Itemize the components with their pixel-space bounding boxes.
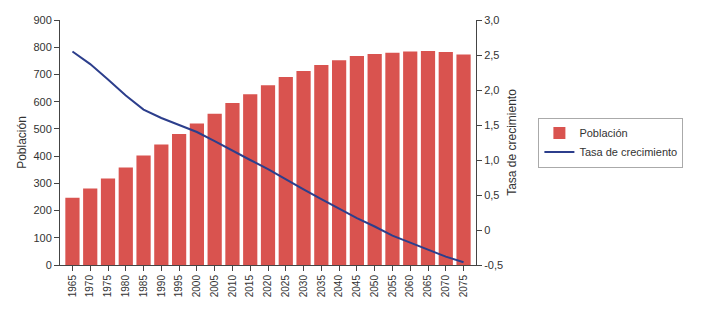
svg-text:2040: 2040 <box>333 275 344 298</box>
svg-text:500: 500 <box>33 123 51 135</box>
svg-text:1995: 1995 <box>173 275 184 298</box>
svg-text:2030: 2030 <box>298 275 309 298</box>
svg-text:Tasa de crecimiento: Tasa de crecimiento <box>505 89 519 196</box>
svg-text:2060: 2060 <box>404 275 415 298</box>
svg-text:200: 200 <box>33 204 51 216</box>
svg-text:2015: 2015 <box>244 275 255 298</box>
svg-text:1990: 1990 <box>156 275 167 298</box>
svg-text:2000: 2000 <box>191 275 202 298</box>
svg-text:0: 0 <box>46 259 52 271</box>
svg-text:2005: 2005 <box>209 275 220 298</box>
svg-text:100: 100 <box>33 232 51 244</box>
svg-text:1985: 1985 <box>138 275 149 298</box>
svg-text:2010: 2010 <box>227 275 238 298</box>
svg-text:0,5: 0,5 <box>484 189 499 201</box>
svg-text:1980: 1980 <box>120 275 131 298</box>
svg-text:700: 700 <box>33 68 51 80</box>
svg-text:Población: Población <box>579 127 627 139</box>
svg-text:2,5: 2,5 <box>484 49 499 61</box>
svg-text:2050: 2050 <box>369 275 380 298</box>
svg-text:1,0: 1,0 <box>484 154 499 166</box>
svg-text:Tasa de crecimiento: Tasa de crecimiento <box>579 146 677 158</box>
svg-text:2065: 2065 <box>422 275 433 298</box>
svg-text:Población: Población <box>15 116 29 169</box>
svg-text:2025: 2025 <box>280 275 291 298</box>
svg-text:-0,5: -0,5 <box>484 259 503 271</box>
svg-text:900: 900 <box>33 14 51 26</box>
svg-text:1975: 1975 <box>102 275 113 298</box>
svg-text:2055: 2055 <box>387 275 398 298</box>
svg-text:2045: 2045 <box>351 275 362 298</box>
svg-text:600: 600 <box>33 96 51 108</box>
svg-text:400: 400 <box>33 150 51 162</box>
svg-text:0: 0 <box>484 224 490 236</box>
svg-text:300: 300 <box>33 177 51 189</box>
svg-text:2070: 2070 <box>440 275 451 298</box>
svg-text:1,5: 1,5 <box>484 119 499 131</box>
svg-text:2075: 2075 <box>458 275 469 298</box>
svg-text:2020: 2020 <box>262 275 273 298</box>
svg-text:2035: 2035 <box>316 275 327 298</box>
svg-text:3,0: 3,0 <box>484 14 499 26</box>
svg-text:800: 800 <box>33 41 51 53</box>
svg-text:2,0: 2,0 <box>484 84 499 96</box>
svg-text:1965: 1965 <box>67 275 78 298</box>
svg-text:1970: 1970 <box>84 275 95 298</box>
